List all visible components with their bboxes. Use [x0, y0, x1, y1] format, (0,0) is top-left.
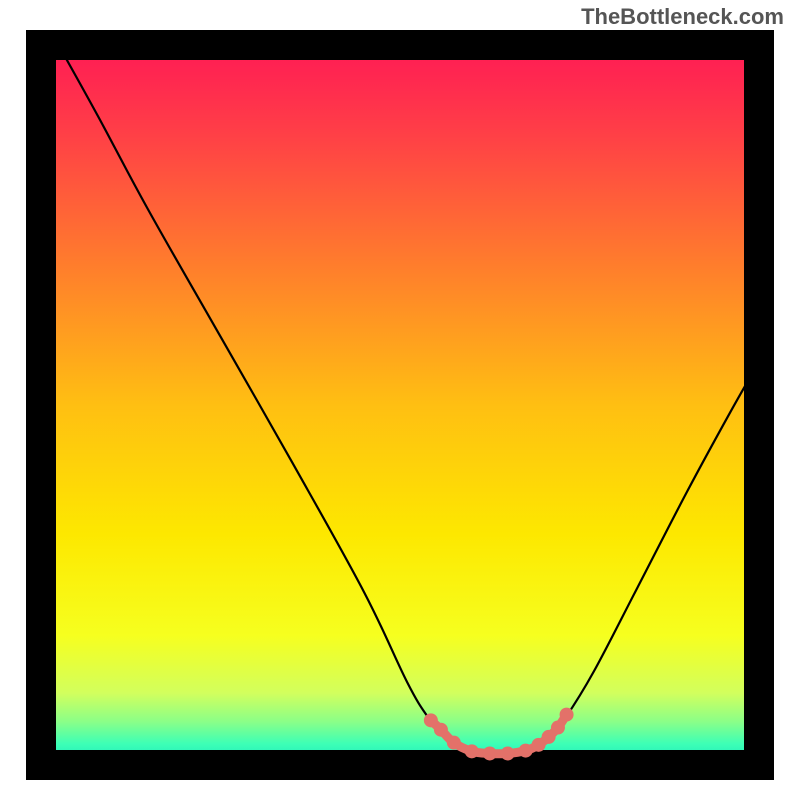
optimal-marker	[434, 723, 448, 737]
bottleneck-chart	[0, 0, 800, 800]
optimal-marker	[560, 708, 574, 722]
chart-svg	[0, 0, 800, 800]
optimal-marker	[447, 736, 461, 750]
optimal-marker	[519, 744, 533, 758]
optimal-marker	[465, 744, 479, 758]
optimal-marker	[501, 746, 515, 760]
optimal-marker	[551, 721, 565, 735]
watermark-text: TheBottleneck.com	[581, 4, 784, 30]
optimal-marker	[483, 746, 497, 760]
plot-background	[41, 45, 759, 765]
